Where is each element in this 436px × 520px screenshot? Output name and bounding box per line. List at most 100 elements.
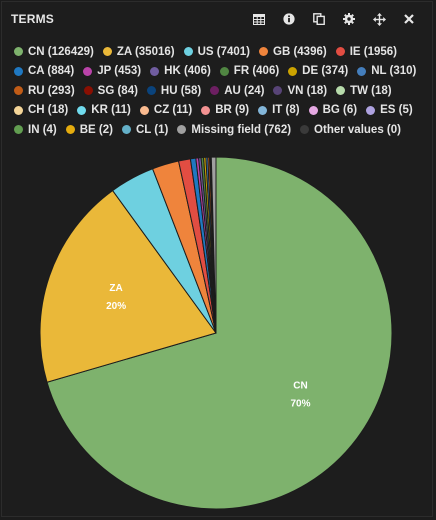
- legend-swatch: [210, 86, 220, 96]
- legend-label: IE (1956): [349, 45, 398, 58]
- pie-slice-za[interactable]: [39, 189, 217, 383]
- legend-item[interactable]: ES (5): [366, 101, 413, 121]
- legend-label: BE (2): [79, 123, 113, 136]
- legend-swatch: [121, 125, 131, 135]
- move-icon: [372, 12, 386, 26]
- legend-item[interactable]: CH (18): [14, 101, 68, 121]
- slice-label-name: ZA: [109, 283, 122, 294]
- panel-header: TERMS: [2, 2, 432, 36]
- legend-item[interactable]: JP (453): [83, 62, 141, 82]
- legend-label: IT (8): [272, 104, 300, 117]
- legend-item[interactable]: BE (2): [65, 120, 113, 140]
- legend-swatch: [77, 105, 87, 115]
- legend-swatch: [300, 125, 310, 135]
- panel-title: TERMS: [11, 12, 54, 26]
- legend-label: BR (9): [215, 104, 250, 117]
- legend-label: CH (18): [28, 104, 69, 117]
- move-button[interactable]: [364, 11, 394, 27]
- legend-label: CZ (11): [153, 104, 193, 117]
- legend-label: Missing field (762): [191, 123, 292, 136]
- copy-button[interactable]: [304, 11, 334, 27]
- legend-label: TW (18): [350, 84, 392, 97]
- legend-item[interactable]: DE (374): [288, 62, 348, 82]
- legend-item[interactable]: IN (4): [14, 120, 57, 140]
- legend-swatch: [139, 105, 149, 115]
- close-icon: [404, 14, 414, 24]
- legend-label: AU (24): [224, 84, 265, 97]
- legend-swatch: [219, 66, 229, 76]
- legend-label: HU (58): [160, 84, 202, 97]
- legend-swatch: [335, 47, 345, 57]
- legend-label: DE (374): [302, 65, 349, 78]
- legend-label: Other values (0): [314, 123, 401, 136]
- legend-item[interactable]: CA (884): [14, 62, 74, 82]
- legend-label: SG (84): [97, 84, 138, 97]
- slice-label-name: CN: [293, 380, 307, 391]
- legend-swatch: [336, 86, 346, 96]
- legend-item[interactable]: NL (310): [357, 62, 416, 82]
- legend-label: CN (126429): [28, 45, 94, 58]
- legend-label: HK (406): [164, 65, 211, 78]
- slice-label-percent: 20%: [106, 301, 126, 312]
- legend-item[interactable]: RU (293): [14, 81, 75, 101]
- table-view-button[interactable]: [244, 11, 274, 27]
- legend-label: IN (4): [28, 123, 57, 136]
- legend-label: GB (4396): [273, 45, 327, 58]
- legend-swatch: [357, 66, 367, 76]
- legend-swatch: [177, 125, 187, 135]
- legend-label: BG (6): [322, 104, 358, 117]
- legend-item[interactable]: HU (58): [146, 81, 202, 101]
- copy-icon: [313, 13, 325, 25]
- pie-slice-cn[interactable]: [46, 156, 393, 510]
- legend-swatch: [183, 47, 193, 57]
- table-view-icon: [253, 13, 265, 25]
- legend-swatch: [366, 105, 376, 115]
- info-button[interactable]: [274, 11, 304, 27]
- settings-button[interactable]: [334, 11, 364, 27]
- legend-item[interactable]: Other values (0): [300, 120, 401, 140]
- legend-item[interactable]: CN (126429): [14, 42, 94, 62]
- legend-label: KR (11): [91, 104, 131, 117]
- legend-swatch: [288, 66, 298, 76]
- legend-swatch: [259, 47, 269, 57]
- legend-item[interactable]: BR (9): [201, 101, 249, 121]
- legend-label: JP (453): [97, 65, 142, 78]
- close-button[interactable]: [394, 11, 424, 27]
- legend-swatch: [14, 47, 23, 57]
- legend-swatch: [308, 105, 318, 115]
- legend-item[interactable]: ZA (35016): [102, 42, 175, 62]
- legend-item[interactable]: BG (6): [308, 101, 358, 121]
- legend-item[interactable]: AU (24): [210, 81, 264, 101]
- legend-item[interactable]: US (7401): [183, 42, 251, 62]
- legend-item[interactable]: IE (1956): [335, 42, 398, 62]
- legend-swatch: [273, 86, 283, 96]
- legend-swatch: [83, 66, 93, 76]
- legend-label: CL (1): [135, 123, 169, 136]
- legend-item[interactable]: GB (4396): [259, 42, 327, 62]
- legend-swatch: [14, 125, 23, 135]
- legend-swatch: [258, 105, 268, 115]
- legend-label: CA (884): [28, 65, 75, 78]
- legend-label: US (7401): [197, 45, 251, 58]
- info-icon: [283, 13, 295, 25]
- legend-label: VN (18): [287, 84, 328, 97]
- legend-swatch: [102, 47, 112, 57]
- legend-item[interactable]: CZ (11): [139, 101, 193, 121]
- pie-slice-missing-field[interactable]: [210, 156, 217, 334]
- legend-item[interactable]: FR (406): [219, 62, 279, 82]
- legend-item[interactable]: CL (1): [121, 120, 169, 140]
- chart-legend: CN (126429) ZA (35016) US (7401) GB (4396) I…: [14, 42, 432, 140]
- legend-swatch: [14, 105, 23, 115]
- settings-gear-icon: [343, 13, 355, 25]
- legend-item[interactable]: KR (11): [77, 101, 131, 121]
- legend-item[interactable]: SG (84): [83, 81, 138, 101]
- legend-swatch: [65, 125, 75, 135]
- legend-item[interactable]: Missing field (762): [177, 120, 291, 140]
- legend-label: ZA (35016): [116, 45, 175, 58]
- legend-swatch: [83, 86, 93, 96]
- legend-item[interactable]: VN (18): [273, 81, 327, 101]
- legend-item[interactable]: HK (406): [150, 62, 211, 82]
- legend-item[interactable]: TW (18): [336, 81, 392, 101]
- legend-item[interactable]: IT (8): [258, 101, 300, 121]
